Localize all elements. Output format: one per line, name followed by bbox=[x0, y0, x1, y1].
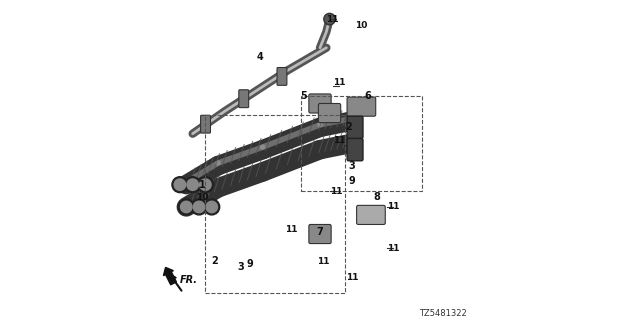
Text: 11: 11 bbox=[333, 78, 346, 87]
Circle shape bbox=[174, 179, 186, 190]
Text: 7: 7 bbox=[317, 228, 323, 237]
FancyBboxPatch shape bbox=[319, 103, 340, 123]
FancyBboxPatch shape bbox=[356, 205, 385, 224]
Text: 2: 2 bbox=[212, 256, 218, 266]
Text: 1: 1 bbox=[199, 180, 205, 190]
Circle shape bbox=[197, 177, 213, 193]
Text: 3: 3 bbox=[237, 262, 244, 272]
Text: 5: 5 bbox=[301, 91, 307, 100]
Circle shape bbox=[185, 177, 200, 193]
Circle shape bbox=[180, 201, 192, 213]
FancyBboxPatch shape bbox=[347, 116, 363, 139]
Text: 10: 10 bbox=[355, 21, 367, 30]
Circle shape bbox=[187, 179, 198, 190]
Text: 11: 11 bbox=[326, 15, 339, 24]
FancyBboxPatch shape bbox=[309, 94, 331, 113]
Bar bbox=[301, 95, 422, 191]
FancyBboxPatch shape bbox=[277, 68, 287, 85]
FancyArrow shape bbox=[163, 268, 177, 285]
Circle shape bbox=[193, 201, 205, 213]
FancyBboxPatch shape bbox=[347, 97, 376, 116]
Text: FR.: FR. bbox=[180, 275, 198, 285]
Circle shape bbox=[204, 199, 220, 215]
Bar bbox=[205, 115, 346, 293]
Text: 11: 11 bbox=[387, 203, 399, 212]
Circle shape bbox=[191, 199, 207, 215]
Text: TZ5481322: TZ5481322 bbox=[419, 309, 467, 318]
Circle shape bbox=[172, 177, 188, 193]
Circle shape bbox=[179, 199, 194, 215]
Text: 8: 8 bbox=[374, 192, 381, 203]
Text: 10: 10 bbox=[196, 193, 209, 202]
FancyBboxPatch shape bbox=[239, 90, 249, 108]
Text: 11: 11 bbox=[317, 257, 330, 266]
Text: 3: 3 bbox=[348, 161, 355, 171]
Circle shape bbox=[324, 13, 335, 25]
FancyBboxPatch shape bbox=[309, 224, 331, 244]
Text: 11: 11 bbox=[330, 187, 342, 196]
Text: 6: 6 bbox=[364, 91, 371, 100]
Text: 9: 9 bbox=[246, 259, 253, 269]
FancyBboxPatch shape bbox=[347, 139, 363, 161]
Text: 11: 11 bbox=[285, 225, 298, 234]
Text: 11: 11 bbox=[346, 273, 358, 282]
FancyBboxPatch shape bbox=[200, 115, 211, 133]
Text: 9: 9 bbox=[348, 177, 355, 187]
Text: 11: 11 bbox=[333, 136, 346, 145]
Circle shape bbox=[200, 179, 211, 190]
Text: 4: 4 bbox=[256, 52, 263, 62]
Text: 2: 2 bbox=[346, 122, 352, 132]
Circle shape bbox=[206, 201, 218, 213]
Text: 11: 11 bbox=[387, 244, 399, 253]
